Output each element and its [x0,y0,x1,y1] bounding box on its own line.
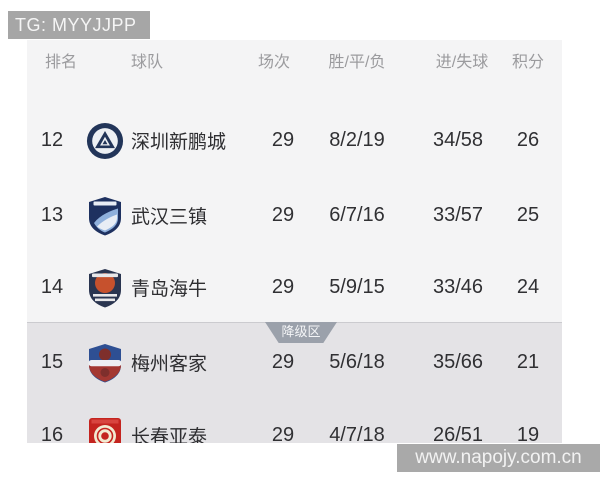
header-played: 场次 [257,54,290,71]
wdl-value: 6/7/16 [329,204,385,226]
header-team: 球队 [131,54,164,71]
wdl-value: 5/6/18 [329,351,385,373]
rank-value: 14 [40,276,64,298]
goals-value: 34/58 [432,129,484,151]
team-name: 武汉三镇 [131,207,208,228]
played-value: 29 [271,129,295,151]
points-value: 26 [516,129,540,151]
table-row[interactable]: 13 武汉三镇 29 6/7/16 33/57 25 [27,178,562,253]
played-value: 29 [271,204,295,226]
points-value: 21 [516,351,540,373]
points-value: 19 [516,424,540,443]
team-name: 梅州客家 [131,354,208,375]
table-row[interactable]: 15 梅州客家 29 5/6/18 35/66 21 [27,325,562,400]
points-value: 24 [516,276,540,298]
qingdao-hainiu-badge-icon [77,250,133,325]
table-row[interactable]: 16 长春亚泰 29 4/7/18 26/51 19 [27,398,562,443]
rank-value: 12 [40,129,64,151]
shenzhen-peng-city-badge-icon [77,103,133,178]
rank-value: 15 [40,351,64,373]
header-points: 积分 [511,54,544,71]
team-name: 深圳新鹏城 [131,132,227,153]
wdl-value: 8/2/19 [329,129,385,151]
telegram-watermark: TG: MYYJJPP [8,11,150,39]
played-value: 29 [271,424,295,443]
team-name: 青岛海牛 [131,279,208,300]
played-value: 29 [271,276,295,298]
header-rank: 排名 [44,54,77,71]
points-value: 25 [516,204,540,226]
table-row[interactable]: 12 深圳新鹏城 29 8/2/19 34/58 26 [27,103,562,178]
goals-value: 33/46 [432,276,484,298]
header-wdl: 胜/平/负 [328,54,386,71]
relegation-zone-tab: 降级区 [265,322,337,343]
rank-value: 16 [40,424,64,443]
goals-value: 33/57 [432,204,484,226]
wdl-value: 4/7/18 [329,424,385,443]
table-header-row: 排名 球队 场次 胜/平/负 进/失球 积分 [27,40,562,80]
goals-value: 26/51 [432,424,484,443]
team-name: 长春亚泰 [131,427,208,443]
wdl-value: 5/9/15 [329,276,385,298]
changchun-yatai-badge-icon [77,398,133,443]
header-goals: 进/失球 [435,54,489,71]
meizhou-hakka-badge-icon [77,325,133,400]
played-value: 29 [271,351,295,373]
site-watermark: www.napojy.com.cn [397,444,600,472]
goals-value: 35/66 [432,351,484,373]
rank-value: 13 [40,204,64,226]
league-table: 排名 球队 场次 胜/平/负 进/失球 积分 降级区 12 深圳新鹏城 29 [27,40,562,443]
wuhan-three-towns-badge-icon [77,178,133,253]
table-row[interactable]: 14 青岛海牛 29 5/9/15 33/46 24 [27,250,562,325]
